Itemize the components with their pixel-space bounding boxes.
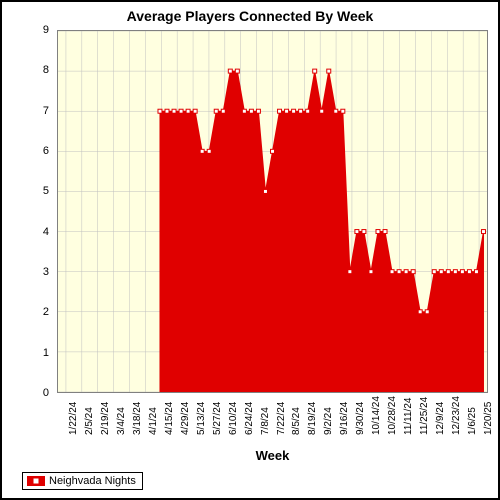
y-tick-label: 6 bbox=[43, 145, 49, 157]
x-tick-label: 12/9/24 bbox=[435, 402, 446, 435]
x-tick-label: 9/2/24 bbox=[323, 407, 334, 435]
x-tick-label: 5/27/24 bbox=[212, 402, 223, 435]
x-tick-label: 7/8/24 bbox=[260, 407, 271, 435]
x-tick-label: 3/18/24 bbox=[132, 402, 143, 435]
y-axis-labels: 0123456789 bbox=[2, 30, 54, 393]
y-tick-label: 0 bbox=[43, 387, 49, 399]
y-tick-label: 5 bbox=[43, 185, 49, 197]
y-tick-label: 3 bbox=[43, 266, 49, 278]
plot-svg bbox=[58, 31, 487, 392]
chart-container: Average Players Connected By Week Player… bbox=[0, 0, 500, 500]
x-tick-label: 11/25/24 bbox=[419, 397, 430, 435]
x-tick-label: 4/15/24 bbox=[164, 402, 175, 435]
x-tick-label: 1/6/25 bbox=[467, 407, 478, 435]
x-tick-label: 6/24/24 bbox=[244, 402, 255, 435]
legend-label: Neighvada Nights bbox=[49, 475, 136, 487]
x-tick-label: 10/28/24 bbox=[387, 396, 398, 435]
plot-area bbox=[57, 30, 488, 393]
x-tick-label: 1/20/25 bbox=[483, 402, 494, 435]
y-tick-label: 7 bbox=[43, 105, 49, 117]
y-tick-label: 2 bbox=[43, 306, 49, 318]
x-tick-label: 4/29/24 bbox=[180, 402, 191, 435]
y-tick-label: 4 bbox=[43, 226, 49, 238]
x-tick-label: 3/4/24 bbox=[116, 407, 127, 435]
x-axis-title: Week bbox=[57, 448, 488, 463]
x-tick-label: 11/11/24 bbox=[403, 398, 414, 435]
legend-swatch-icon bbox=[27, 476, 45, 486]
x-tick-label: 2/5/24 bbox=[84, 407, 95, 435]
legend: Neighvada Nights bbox=[22, 472, 143, 490]
x-tick-label: 2/19/24 bbox=[100, 402, 111, 435]
x-tick-label: 10/14/24 bbox=[371, 396, 382, 435]
x-tick-label: 1/22/24 bbox=[68, 402, 79, 435]
x-tick-label: 9/30/24 bbox=[355, 402, 366, 435]
y-tick-label: 1 bbox=[43, 347, 49, 359]
x-tick-label: 4/1/24 bbox=[148, 407, 159, 435]
chart-title: Average Players Connected By Week bbox=[2, 8, 498, 24]
x-tick-label: 12/23/24 bbox=[451, 396, 462, 435]
x-tick-label: 9/16/24 bbox=[339, 402, 350, 435]
x-tick-label: 7/22/24 bbox=[276, 402, 287, 435]
y-tick-label: 8 bbox=[43, 64, 49, 76]
x-tick-label: 8/19/24 bbox=[307, 402, 318, 435]
x-tick-label: 8/5/24 bbox=[291, 407, 302, 435]
x-axis-labels: 1/22/24 2/5/24 2/19/24 3/4/24 3/18/24 4/1/24 4… bbox=[57, 393, 488, 448]
y-tick-label: 9 bbox=[43, 24, 49, 36]
x-tick-label: 6/10/24 bbox=[228, 402, 239, 435]
x-tick-label: 5/13/24 bbox=[196, 402, 207, 435]
